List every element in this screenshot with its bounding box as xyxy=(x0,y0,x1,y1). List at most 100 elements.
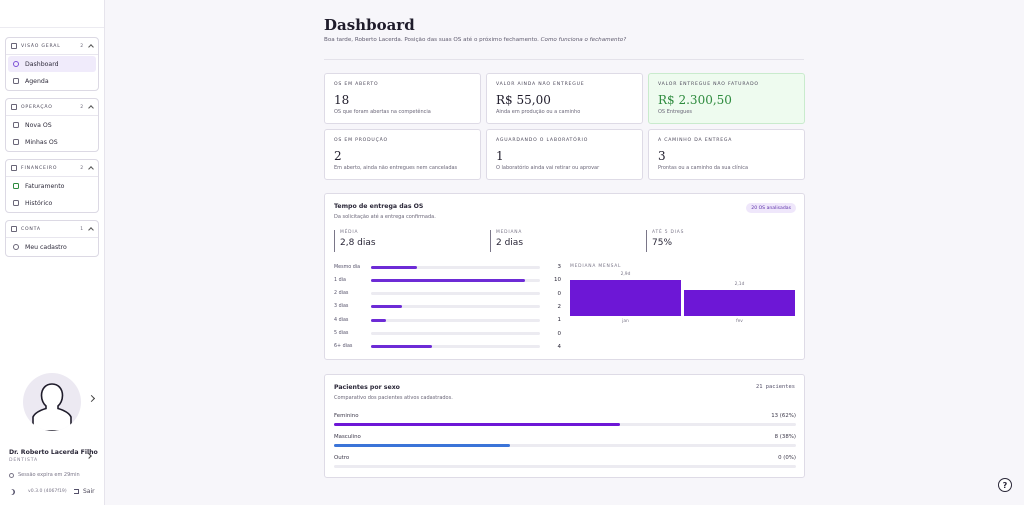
analyzed-count-badge: 20 OS analisadas xyxy=(746,203,796,213)
distribution-label: 1 dia xyxy=(334,277,346,283)
help-button[interactable]: ? xyxy=(998,478,1012,492)
user-name: Dr. Roberto Lacerda Filho xyxy=(9,449,98,456)
nav-group-header[interactable]: CONTA 1 xyxy=(6,221,98,238)
monthly-median-category-label: fev xyxy=(736,319,743,324)
kpi-card-awaiting-lab: AGUARDANDO O LABORATÓRIO 1 O laboratório… xyxy=(486,129,643,180)
grid-icon xyxy=(11,43,17,49)
monthly-median-bar xyxy=(684,289,795,316)
sidebar-item-minhas-os[interactable]: Minhas OS xyxy=(8,134,96,150)
kpi-card-in-production: OS EM PRODUÇÃO 2 Em aberto, ainda não en… xyxy=(324,129,481,180)
sex-track xyxy=(334,444,796,447)
list-icon xyxy=(13,139,19,145)
sex-label: Outro xyxy=(334,455,350,461)
stat-label: MÉDIA xyxy=(340,230,359,235)
card-icon xyxy=(13,183,19,189)
chevron-right-icon[interactable] xyxy=(87,394,96,403)
monthly-median-category-label: jan xyxy=(622,319,629,324)
kpi-value: 2 xyxy=(334,149,342,163)
distribution-count: 1 xyxy=(557,317,562,324)
sex-row-header: Outro 0 (0%) xyxy=(334,455,796,461)
sidebar-item-label: Minhas OS xyxy=(25,138,58,146)
distribution-bar xyxy=(371,345,433,349)
kpi-value: 18 xyxy=(334,93,350,107)
distribution-count: 3 xyxy=(557,264,562,270)
moon-icon[interactable] xyxy=(9,489,15,495)
greeting-text: Boa tarde, Roberto Lacerda. Posição das … xyxy=(324,37,539,43)
distribution-row: Mesmo dia 3 xyxy=(334,263,562,271)
distribution-row: 4 dias 1 xyxy=(334,316,562,324)
distribution-label: 2 dias xyxy=(334,291,349,297)
nav-group-header[interactable]: OPERAÇÃO 2 xyxy=(6,99,98,116)
kpi-note: Em aberto, ainda não entregues nem cance… xyxy=(334,165,458,171)
distribution-label: 5 dias xyxy=(334,331,349,336)
page-subtitle: Boa tarde, Roberto Lacerda. Posição das … xyxy=(324,37,626,43)
distribution-track xyxy=(371,332,540,335)
kpi-card-on-the-way: A CAMINHO DA ENTREGA 3 Prontas ou a cami… xyxy=(648,129,805,180)
nav-group-header[interactable]: FINANCEIRO 2 xyxy=(6,160,98,177)
app-version: v0.3.0 (4067f19) xyxy=(28,489,67,494)
stat-value: 75% xyxy=(652,238,673,248)
distribution-bar xyxy=(371,318,387,322)
sex-value: 13 (62%) xyxy=(771,413,796,419)
sex-value: 0 (0%) xyxy=(778,455,796,461)
sidebar-item-label: Nova OS xyxy=(25,121,52,129)
nav-group-title: VISÃO GERAL xyxy=(21,43,61,49)
distribution-row: 5 dias 0 xyxy=(334,330,562,338)
sidebar-item-nova-os[interactable]: Nova OS xyxy=(8,117,96,133)
kpi-note: Ainda em produção ou a caminho xyxy=(496,109,581,115)
avatar[interactable] xyxy=(23,373,81,431)
sidebar-item-agenda[interactable]: Agenda xyxy=(8,73,96,89)
logout-label: Sair xyxy=(83,488,95,495)
kpi-value: 1 xyxy=(496,149,504,163)
chevron-up-icon[interactable] xyxy=(88,166,94,172)
header-divider xyxy=(324,59,804,60)
distribution-count: 2 xyxy=(557,303,562,310)
patients-total: 21 pacientes xyxy=(756,384,795,390)
delivery-time-card: Tempo de entrega das OS Da solicitação a… xyxy=(324,193,805,360)
kpi-note: O laboratório ainda vai retirar ou aprov… xyxy=(496,165,600,171)
nav-group-count: 2 xyxy=(80,165,84,171)
nav-group-overview: VISÃO GERAL 2 Dashboard Agenda xyxy=(5,37,99,91)
nav-group-account: CONTA 1 Meu cadastro xyxy=(5,220,99,257)
kpi-note: OS Entregues xyxy=(658,109,693,115)
nav-group-operation: OPERAÇÃO 2 Nova OS Minhas OS xyxy=(5,98,99,152)
kpi-note: Prontas ou a caminho da sua clínica xyxy=(658,165,749,171)
kpi-label: AGUARDANDO O LABORATÓRIO xyxy=(496,138,589,143)
sidebar-item-meu-cadastro[interactable]: Meu cadastro xyxy=(8,239,96,255)
kpi-card-open-os: OS EM ABERTO 18 OS que foram abertas na … xyxy=(324,73,481,124)
chevron-up-icon[interactable] xyxy=(88,44,94,50)
document-icon xyxy=(13,122,19,128)
sex-row: Masculino 8 (38%) xyxy=(334,434,796,447)
logout-button[interactable]: Sair xyxy=(74,488,95,495)
sidebar-item-historico[interactable]: Histórico xyxy=(8,195,96,211)
monthly-median-bar xyxy=(570,280,681,316)
sidebar-item-dashboard[interactable]: Dashboard xyxy=(8,56,96,72)
closing-help-link[interactable]: Como funciona o fechamento? xyxy=(540,37,627,43)
nav-group-title: OPERAÇÃO xyxy=(21,104,53,110)
distribution-label: 3 dias xyxy=(334,304,349,310)
distribution-track xyxy=(371,278,540,282)
nav-group-title: CONTA xyxy=(21,226,41,232)
distribution-track xyxy=(371,292,540,296)
stat-label: MEDIANA xyxy=(496,230,523,235)
kpi-label: OS EM PRODUÇÃO xyxy=(334,138,388,143)
kpi-note: OS que foram abertas na competência xyxy=(334,109,431,115)
sex-track xyxy=(334,465,796,468)
nav-group-financial: FINANCEIRO 2 Faturamento Histórico xyxy=(5,159,99,213)
distribution-bar xyxy=(371,265,418,269)
sex-label: Feminino xyxy=(334,413,359,419)
chevron-up-icon[interactable] xyxy=(88,227,94,233)
stat-median: MEDIANA 2 dias xyxy=(490,230,523,252)
distribution-row: 1 dia 10 xyxy=(334,276,562,284)
nav-group-header[interactable]: VISÃO GERAL 2 xyxy=(6,38,98,55)
gauge-icon xyxy=(13,61,19,67)
distribution-track xyxy=(371,318,540,322)
chevron-up-icon[interactable] xyxy=(88,105,94,111)
sidebar-header xyxy=(0,0,104,28)
distribution-label: Mesmo dia xyxy=(334,264,361,270)
clock-icon xyxy=(9,472,14,478)
monthly-median-value-label: 2,1d xyxy=(734,281,745,287)
sex-row: Feminino 13 (62%) xyxy=(334,413,796,426)
grid-icon xyxy=(11,226,17,232)
sidebar-item-faturamento[interactable]: Faturamento xyxy=(8,178,96,194)
